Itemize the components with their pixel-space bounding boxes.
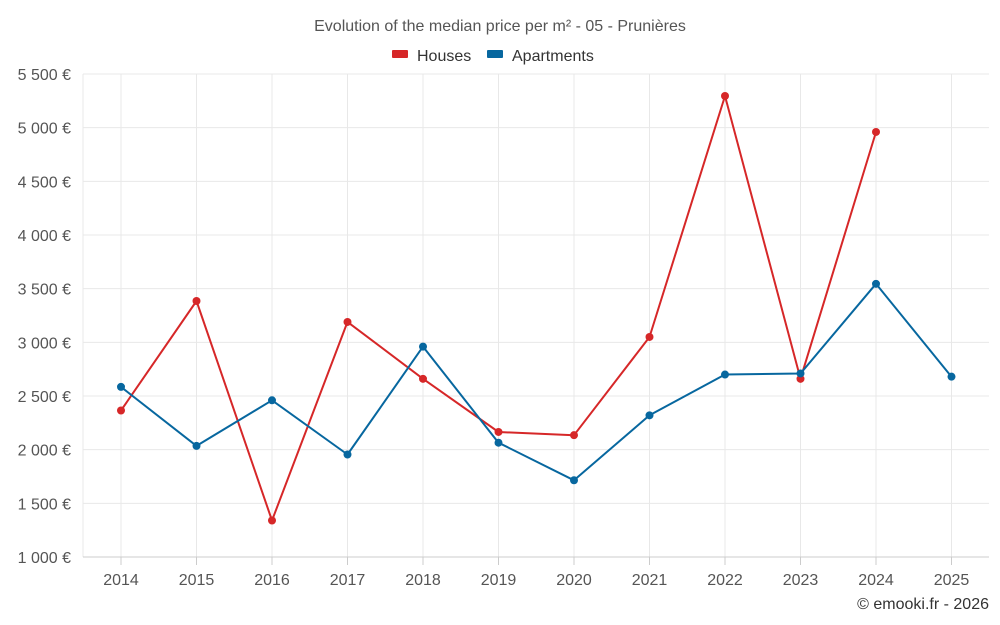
series-apartments	[117, 279, 956, 485]
x-tick-label: 2017	[330, 572, 366, 589]
data-point-houses[interactable]	[494, 427, 503, 436]
legend-swatch-houses	[392, 50, 408, 58]
y-tick-label: 1 500 €	[18, 496, 71, 513]
data-point-apartments[interactable]	[645, 411, 654, 420]
data-point-apartments[interactable]	[796, 369, 805, 378]
data-point-houses[interactable]	[343, 317, 352, 326]
y-tick-label: 5 500 €	[18, 67, 71, 84]
grid	[83, 73, 989, 557]
chart-legend: Houses Apartments	[392, 48, 594, 65]
data-point-houses[interactable]	[570, 431, 578, 440]
y-tick-label: 4 000 €	[18, 228, 71, 245]
data-point-apartments[interactable]	[268, 396, 276, 405]
data-point-apartments[interactable]	[872, 279, 880, 288]
x-axis: 2014 2015 2016 2017 2018 2019 2020 2021 2022 2023…	[83, 556, 989, 589]
data-point-houses[interactable]	[645, 332, 654, 341]
y-tick-label: 3 000 €	[18, 335, 71, 352]
y-tick-label: 3 500 €	[18, 282, 71, 299]
data-point-houses[interactable]	[192, 297, 201, 306]
x-tick-label: 2020	[556, 572, 592, 589]
data-point-apartments[interactable]	[117, 382, 125, 391]
data-point-houses[interactable]	[721, 92, 729, 101]
y-axis: 1 000 € 1 500 € 2 000 € 2 500 € 3 000 € 3 500…	[18, 67, 84, 567]
data-point-apartments[interactable]	[494, 438, 503, 447]
data-point-apartments[interactable]	[721, 370, 729, 379]
x-tick-label: 2023	[783, 572, 819, 589]
data-point-apartments[interactable]	[343, 450, 352, 459]
data-point-apartments[interactable]	[192, 441, 201, 450]
data-point-houses[interactable]	[419, 374, 427, 383]
x-tick-label: 2019	[481, 572, 517, 589]
legend-label-houses[interactable]: Houses	[417, 48, 471, 65]
y-tick-label: 2 500 €	[18, 389, 71, 406]
data-point-houses[interactable]	[117, 406, 125, 415]
series	[117, 92, 956, 525]
x-tick-label: 2016	[254, 572, 290, 589]
x-tick-label: 2025	[934, 572, 970, 589]
y-tick-label: 2 000 €	[18, 443, 71, 460]
legend-swatch-apartments	[487, 50, 503, 58]
data-point-houses[interactable]	[872, 127, 880, 136]
y-tick-label: 1 000 €	[18, 550, 71, 567]
x-tick-label: 2015	[179, 572, 215, 589]
x-tick-label: 2021	[632, 572, 668, 589]
x-tick-label: 2022	[707, 572, 743, 589]
data-point-apartments[interactable]	[947, 372, 956, 381]
data-point-houses[interactable]	[268, 516, 276, 525]
chart-title: Evolution of the median price per m² - 0…	[314, 18, 686, 35]
data-point-apartments[interactable]	[570, 476, 578, 485]
series-houses	[117, 92, 880, 525]
data-point-apartments[interactable]	[419, 342, 427, 351]
legend-label-apartments[interactable]: Apartments	[512, 48, 594, 65]
x-tick-label: 2018	[405, 572, 441, 589]
y-tick-label: 4 500 €	[18, 174, 71, 191]
series-line-apartments	[120, 282, 953, 482]
y-tick-label: 5 000 €	[18, 121, 71, 138]
x-tick-label: 2014	[103, 572, 139, 589]
credit-text: © emooki.fr - 2026	[857, 596, 989, 613]
x-tick-label: 2024	[858, 572, 894, 589]
